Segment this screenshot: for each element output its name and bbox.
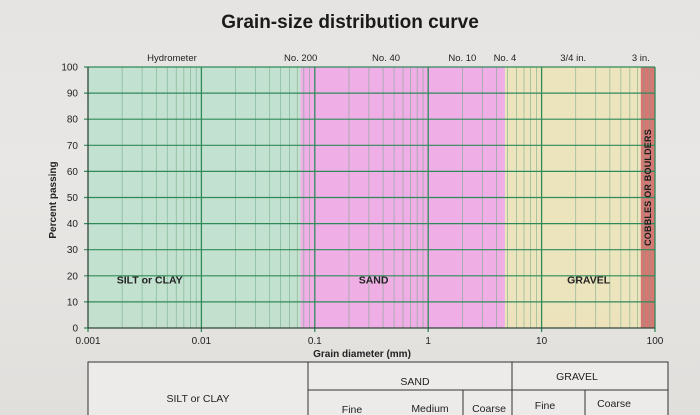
sieve-label: 3 in. — [632, 53, 650, 64]
zone-label-cobbles: COBBLES OR BOULDERS — [643, 129, 653, 246]
table-sand-medium: Medium — [411, 403, 449, 415]
sieve-label: No. 4 — [494, 53, 517, 64]
x-axis-label: Grain diameter (mm) — [313, 349, 411, 360]
x-tick-label: 0.01 — [192, 336, 212, 347]
sieve-label: No. 40 — [372, 53, 400, 64]
x-tick-label: 100 — [647, 336, 664, 347]
y-tick-label: 70 — [67, 141, 79, 152]
sieve-label: No. 10 — [448, 53, 476, 64]
table-silt-clay: SILT or CLAY — [166, 393, 229, 405]
axes — [87, 67, 655, 329]
sieve-label: 3/4 in. — [560, 53, 586, 64]
y-axis-label: Percent passing — [48, 161, 59, 238]
table-gravel-coarse: Coarse — [597, 398, 631, 410]
chart-title: Grain-size distribution curve — [221, 12, 479, 33]
table-sand-fine: Fine — [342, 404, 363, 415]
zone-label-2: GRAVEL — [567, 275, 611, 287]
y-tick-label: 50 — [67, 193, 79, 204]
zone-label-0: SILT or CLAY — [117, 275, 183, 287]
x-tick-label: 0.1 — [308, 336, 322, 347]
table-frame — [87, 361, 669, 415]
y-tick-label: 100 — [61, 63, 78, 74]
y-tick-label: 30 — [67, 245, 79, 256]
y-tick-label: 10 — [67, 297, 79, 308]
sieve-label: No. 200 — [284, 53, 317, 64]
y-tick-label: 60 — [67, 167, 79, 178]
sieve-labels: Hydrometer No. 200 No. 40 No. 10 No. 4 3/4 in… — [147, 53, 650, 64]
x-tick-label: 0.001 — [75, 336, 100, 347]
classification-table: SILT or CLAY SAND GRAVEL Fine Medium Coa… — [87, 361, 669, 415]
x-tick-labels: 0.001 0.01 0.1 1 10 100 — [75, 336, 663, 347]
sieve-label: Hydrometer — [147, 53, 197, 64]
y-tick-labels: 0 10 20 30 40 50 60 70 80 90 100 — [61, 63, 78, 335]
table-sand: SAND — [400, 376, 430, 388]
y-tick-label: 80 — [67, 115, 79, 126]
y-tick-label: 0 — [72, 324, 78, 335]
zone-label-1: SAND — [359, 275, 389, 287]
x-tick-label: 1 — [425, 336, 431, 347]
table-gravel: GRAVEL — [556, 371, 598, 383]
y-tick-label: 40 — [67, 219, 79, 230]
x-tick-label: 10 — [536, 336, 548, 347]
table-gravel-fine: Fine — [535, 400, 556, 412]
table-sand-coarse: Coarse — [472, 403, 506, 415]
y-tick-label: 90 — [67, 89, 79, 100]
y-tick-label: 20 — [67, 271, 79, 282]
zone-labels: SILT or CLAY SAND GRAVEL COBBLES OR BOULDER… — [117, 129, 653, 287]
